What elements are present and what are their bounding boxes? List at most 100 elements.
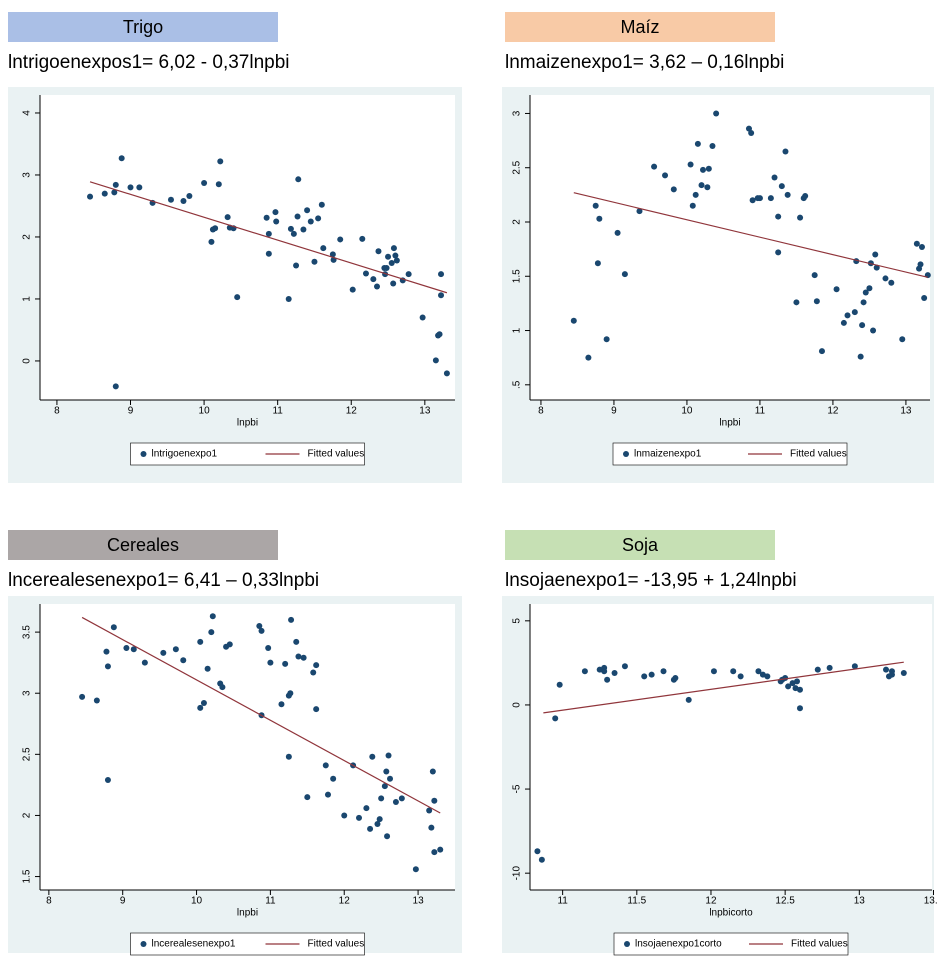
data-point (197, 704, 204, 711)
data-point (385, 752, 392, 759)
x-tick-label: 9 (128, 406, 134, 417)
data-point (883, 666, 890, 673)
data-point (374, 821, 381, 827)
legend-label: lncerealesenexpo1 (152, 939, 236, 950)
data-point (581, 668, 588, 675)
data-point (390, 280, 397, 287)
x-axis-label: lnpbi (719, 418, 740, 429)
data-point (392, 799, 399, 805)
equation: lnmaizenexpo1= 3,62 – 0,16lnpbi (505, 52, 784, 73)
legend-box (612, 442, 848, 466)
data-point (793, 299, 800, 306)
plot-area (40, 604, 455, 890)
fitted-line (573, 192, 928, 278)
data-point (390, 245, 397, 252)
data-point (398, 795, 405, 802)
data-point (687, 161, 694, 168)
data-point (293, 262, 300, 269)
data-point (349, 286, 356, 293)
fitted-line (89, 181, 448, 294)
data-point (917, 261, 924, 268)
data-point (265, 250, 272, 257)
data-point (857, 353, 864, 360)
data-point (310, 669, 317, 676)
data-point (101, 190, 108, 197)
data-point (592, 202, 599, 209)
data-point (300, 226, 307, 233)
data-point (826, 664, 833, 671)
data-point (601, 664, 608, 671)
x-tick-label: 8 (538, 406, 544, 417)
panel-title: Trigo (123, 17, 163, 37)
data-point (443, 370, 450, 377)
data-point (362, 270, 369, 277)
y-tick-label: 2 (512, 219, 523, 225)
data-point (272, 209, 279, 216)
data-point (851, 309, 858, 316)
data-point (127, 184, 134, 191)
data-point (784, 191, 791, 198)
data-point (756, 195, 763, 202)
x-axis-label: lnpbicorto (709, 908, 753, 919)
panel-title: Maíz (620, 17, 659, 37)
data-point (844, 312, 851, 319)
data-point (285, 295, 292, 302)
data-point (785, 683, 792, 690)
y-tick-label: 1.5 (512, 269, 523, 283)
data-point (882, 275, 889, 282)
data-point (295, 653, 302, 660)
data-point (103, 648, 110, 655)
data-point (775, 249, 782, 256)
legend-label: Fitted values (308, 449, 365, 460)
data-point (123, 645, 130, 651)
x-tick-label: 10 (191, 896, 203, 907)
data-point (860, 299, 867, 306)
x-axis-label: lnpbi (237, 418, 258, 429)
data-point (307, 218, 314, 225)
data-point (388, 259, 395, 266)
data-point (180, 198, 187, 205)
data-point (412, 866, 419, 873)
data-point (428, 824, 435, 831)
data-point (672, 675, 679, 682)
data-point (294, 213, 301, 220)
data-point (900, 669, 907, 676)
data-point (730, 668, 737, 675)
data-point (378, 795, 385, 802)
data-point (387, 775, 394, 782)
y-tick-label: 1 (22, 296, 33, 302)
data-point (160, 649, 167, 656)
data-point (363, 805, 370, 812)
data-point (431, 849, 438, 856)
data-point (713, 110, 720, 117)
plot-area (40, 95, 455, 400)
data-point (689, 202, 696, 209)
data-point (767, 195, 774, 202)
data-point (782, 148, 789, 155)
data-point (381, 783, 388, 790)
x-tick-label: 9 (120, 896, 126, 907)
data-point (614, 229, 621, 236)
data-point (208, 238, 215, 245)
data-point (662, 172, 669, 179)
data-point (594, 260, 601, 267)
data-point (295, 176, 302, 183)
data-point (110, 624, 117, 631)
data-point (859, 322, 866, 329)
x-tick-label: 11 (755, 406, 766, 417)
data-point (359, 235, 366, 242)
data-point (670, 186, 677, 193)
data-point (818, 348, 825, 355)
data-point (87, 193, 94, 200)
y-tick-label: 2 (22, 812, 33, 818)
x-tick-label: 12.5 (775, 896, 795, 907)
data-point (866, 285, 873, 292)
data-point (918, 243, 925, 250)
data-point (200, 700, 207, 706)
data-point (870, 327, 877, 334)
y-tick-label: 2.5 (22, 747, 33, 761)
data-point (699, 166, 706, 173)
x-tick-label: 13.5 (924, 896, 938, 907)
data-point (324, 791, 331, 798)
data-point (288, 616, 295, 623)
